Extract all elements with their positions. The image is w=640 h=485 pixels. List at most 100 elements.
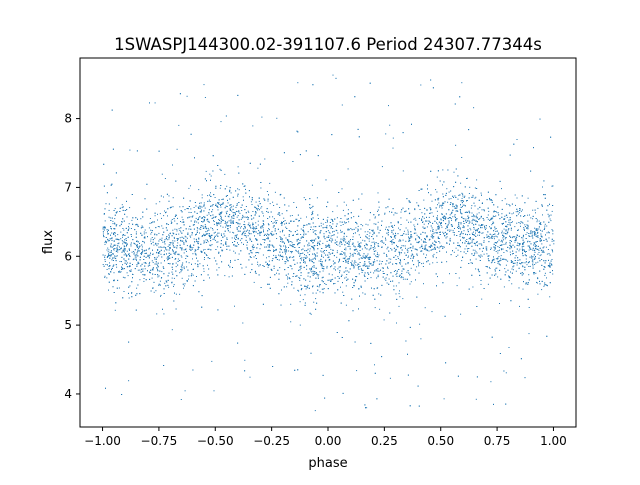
data-point — [345, 249, 347, 251]
data-point — [123, 229, 125, 231]
data-point — [272, 258, 274, 260]
data-point — [204, 226, 206, 228]
data-point — [163, 196, 164, 198]
data-point — [505, 241, 507, 243]
data-point — [189, 245, 191, 247]
data-point — [208, 199, 210, 201]
data-point — [133, 252, 135, 254]
data-point — [363, 257, 365, 259]
data-point — [455, 247, 457, 249]
data-point — [462, 204, 464, 206]
data-point — [463, 204, 465, 206]
data-point — [463, 230, 465, 232]
data-point — [497, 276, 499, 278]
data-point — [465, 233, 466, 235]
data-point — [522, 235, 524, 237]
data-point — [541, 251, 543, 253]
data-point — [237, 193, 239, 195]
data-point — [405, 227, 407, 229]
data-point — [358, 136, 360, 138]
data-point — [331, 226, 332, 228]
data-point — [180, 271, 182, 273]
data-point — [399, 290, 400, 292]
data-point — [141, 252, 143, 254]
data-point — [454, 215, 456, 217]
data-point — [330, 218, 332, 220]
data-point — [320, 263, 322, 264]
data-point — [403, 230, 405, 232]
data-point — [518, 250, 520, 252]
data-point — [439, 180, 441, 182]
data-point — [210, 192, 211, 194]
data-point — [263, 215, 264, 217]
data-point — [381, 166, 383, 168]
data-point — [173, 237, 175, 239]
data-point — [411, 236, 413, 238]
data-point — [435, 241, 436, 243]
data-point — [528, 249, 530, 251]
data-point — [322, 223, 324, 225]
data-point — [500, 255, 502, 257]
data-point — [475, 398, 477, 400]
data-point — [296, 229, 298, 231]
data-point — [330, 235, 332, 237]
data-point — [231, 217, 233, 219]
data-point — [176, 240, 178, 241]
data-point — [225, 211, 227, 213]
data-point — [357, 228, 359, 230]
data-point — [317, 289, 319, 291]
data-point — [301, 253, 303, 254]
data-point — [281, 239, 283, 241]
data-point — [479, 234, 480, 236]
data-point — [448, 229, 450, 231]
data-point — [302, 226, 304, 228]
data-point — [181, 269, 183, 271]
data-point — [395, 255, 397, 257]
data-point — [154, 215, 156, 217]
data-point — [418, 218, 420, 219]
data-point — [468, 193, 470, 194]
data-point — [432, 222, 434, 224]
data-point — [179, 237, 181, 239]
data-point — [161, 237, 163, 239]
data-point — [299, 294, 301, 296]
data-point — [105, 264, 107, 265]
data-point — [244, 209, 246, 211]
data-point — [269, 203, 271, 205]
data-point — [266, 233, 268, 235]
data-point — [287, 260, 289, 262]
data-point — [106, 229, 108, 231]
data-point — [491, 234, 493, 236]
data-point — [198, 217, 200, 219]
data-point — [544, 274, 546, 276]
data-point — [310, 226, 312, 228]
data-point — [353, 216, 355, 218]
data-point — [504, 198, 506, 200]
data-point — [197, 222, 199, 224]
data-point — [365, 407, 366, 409]
data-point — [483, 219, 485, 221]
data-point — [203, 268, 205, 270]
data-point — [474, 249, 476, 251]
data-point — [528, 307, 530, 308]
data-point — [342, 291, 344, 293]
data-point — [537, 293, 539, 295]
data-point — [496, 236, 498, 238]
data-point — [190, 220, 192, 222]
data-point — [220, 205, 221, 206]
data-point — [431, 311, 433, 313]
data-point — [229, 198, 231, 200]
data-point — [501, 213, 503, 215]
data-point — [292, 161, 294, 162]
data-point — [509, 154, 511, 156]
data-point — [301, 236, 303, 238]
data-point — [151, 277, 153, 279]
data-point — [259, 233, 261, 235]
data-point — [267, 266, 269, 268]
data-point — [274, 274, 276, 276]
data-point — [398, 282, 400, 284]
data-point — [366, 234, 368, 235]
data-point — [273, 267, 275, 269]
data-point — [524, 249, 525, 251]
data-point — [431, 249, 433, 251]
